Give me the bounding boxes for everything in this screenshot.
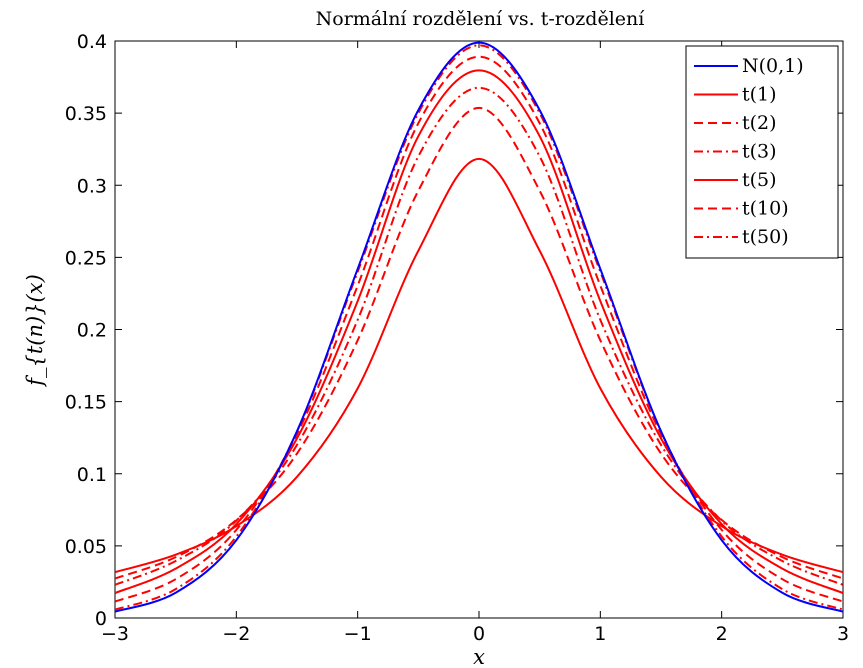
series-line-0: [115, 41, 843, 613]
series-line-2: [115, 106, 843, 580]
legend-label: t(1): [742, 84, 777, 106]
legend-label: t(2): [742, 112, 777, 134]
y-tick-label: 0.05: [65, 536, 107, 558]
legend-box: [685, 45, 839, 259]
y-tick-label: 0.2: [77, 320, 107, 342]
y-tick-label: 0.15: [65, 392, 107, 414]
x-tick-label: −1: [344, 623, 372, 645]
x-tick-label: 2: [716, 623, 728, 645]
y-tick-label: 0.3: [77, 175, 107, 197]
series-lines: [115, 41, 843, 613]
x-axis-label: x: [473, 645, 485, 668]
chart-title: Normální rozdělení vs. t-rozdělení: [316, 8, 646, 30]
y-axis-label: f_{t(n)}(x): [23, 274, 47, 388]
legend-label: t(5): [742, 169, 777, 191]
y-tick-label: 0: [95, 608, 107, 630]
series-line-5: [115, 55, 843, 603]
axis-ticks: [114, 40, 844, 619]
y-tick-label: 0.25: [65, 247, 107, 269]
y-tick-label: 0.1: [77, 464, 107, 486]
x-tick-label: 0: [473, 623, 485, 645]
x-tick-label: −3: [101, 623, 129, 645]
legend: N(0,1) t(1) t(2) t(3) t(5) t(10) t(50): [685, 45, 839, 259]
legend-label: t(10): [742, 198, 789, 220]
x-tick-label: −2: [222, 623, 250, 645]
axis-tick-labels: −3 −2 −1 0 1 2 3 0 0.05 0.1 0.15 0.2 0.25 0.3 0.35 0.4: [65, 31, 849, 645]
legend-label: N(0,1): [742, 55, 804, 77]
legend-label: t(50): [742, 226, 789, 248]
legend-label: t(3): [742, 141, 777, 163]
y-tick-label: 0.4: [77, 31, 107, 53]
y-tick-label: 0.35: [65, 103, 107, 125]
x-tick-label: 3: [837, 623, 849, 645]
x-tick-label: 1: [594, 623, 606, 645]
